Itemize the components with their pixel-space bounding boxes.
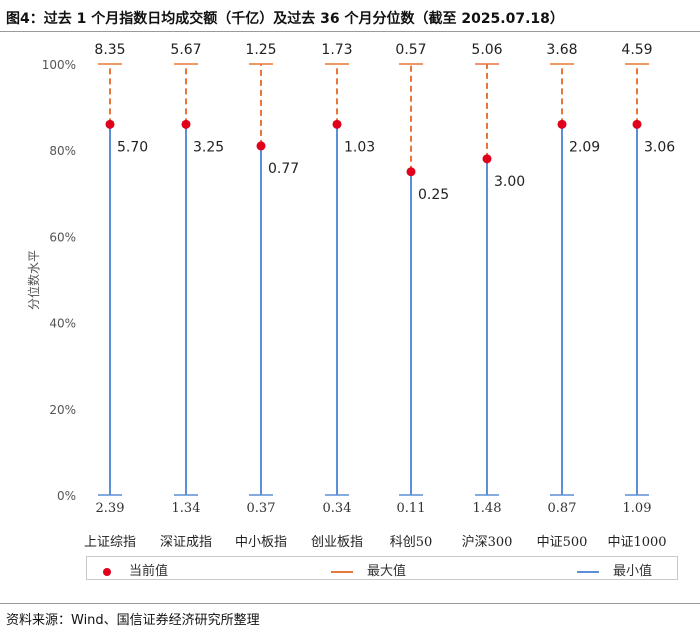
legend-min-marker: [577, 570, 599, 573]
min-value-label: 1.34: [172, 501, 201, 516]
current-value-label: 2.09: [569, 139, 600, 155]
legend-item-min: 最小值: [577, 560, 652, 579]
x-category-label: 上证综指: [84, 535, 136, 550]
min-value-label: 0.37: [247, 501, 276, 516]
y-tick-label: 100%: [42, 58, 76, 72]
chart-legend: 当前值 最大值 最小值: [86, 556, 678, 580]
current-point: [105, 119, 115, 129]
max-value-label: 8.35: [94, 42, 125, 58]
source-divider: [0, 603, 700, 604]
min-value-label: 1.09: [623, 501, 652, 516]
max-value-label: 1.25: [245, 42, 276, 58]
current-point: [332, 119, 342, 129]
min-value-label: 0.11: [397, 501, 426, 516]
max-value-label: 4.59: [621, 42, 652, 58]
y-tick-label: 20%: [49, 403, 76, 417]
x-category-label: 创业板指: [311, 535, 363, 550]
y-tick-label: 0%: [57, 489, 76, 503]
legend-min-label: 最小值: [613, 564, 653, 579]
max-value-label: 0.57: [395, 42, 426, 58]
legend-max-marker: [331, 570, 353, 573]
current-value-label: 3.06: [644, 139, 675, 155]
current-value-label: 3.25: [193, 139, 224, 155]
legend-item-max: 最大值: [331, 560, 406, 579]
current-point: [256, 141, 266, 151]
y-tick-label: 80%: [49, 144, 76, 158]
min-value-label: 1.48: [473, 501, 502, 516]
chart-title: 图4：过去 1 个月指数日均成交额（千亿）及过去 36 个月分位数（截至 202…: [6, 11, 564, 27]
current-value-label: 1.03: [344, 139, 375, 155]
max-value-label: 5.06: [471, 42, 502, 58]
min-value-label: 0.34: [323, 501, 352, 516]
x-category-label: 中证1000: [607, 535, 666, 550]
legend-max-label: 最大值: [367, 564, 407, 579]
y-tick-label: 60%: [49, 230, 76, 244]
min-value-label: 0.87: [548, 501, 577, 516]
current-point: [632, 119, 642, 129]
title-divider: [0, 31, 700, 32]
legend-current-label: 当前值: [129, 564, 169, 579]
x-category-label: 科创50: [390, 535, 433, 550]
chart-plot: 0% 20% 40% 60% 80% 100% 分位数水平 8.35 5.70 2.39 上证综指 5…: [26, 42, 675, 550]
current-point: [557, 119, 567, 129]
current-point: [181, 119, 191, 129]
x-category-label: 沪深300: [462, 534, 513, 550]
current-value-label: 5.70: [117, 139, 148, 155]
current-value-label: 0.77: [268, 161, 299, 177]
min-value-label: 2.39: [96, 501, 125, 516]
max-value-label: 5.67: [170, 42, 201, 58]
current-value-label: 0.25: [418, 187, 449, 203]
max-value-label: 3.68: [546, 42, 577, 58]
max-value-label: 1.73: [321, 42, 352, 58]
legend-current-marker: [103, 567, 111, 576]
source-note: 资料来源：Wind、国信证券经济研究所整理: [6, 613, 260, 628]
legend-item-current: 当前值: [103, 560, 168, 579]
y-axis-label: 分位数水平: [26, 250, 41, 310]
current-point: [482, 154, 492, 164]
title-bar: 图4：过去 1 个月指数日均成交额（千亿）及过去 36 个月分位数（截至 202…: [0, 0, 700, 32]
x-category-label: 中小板指: [235, 535, 287, 550]
x-category-label: 中证500: [537, 535, 588, 550]
x-category-label: 深证成指: [160, 535, 212, 550]
y-tick-label: 40%: [49, 317, 76, 331]
current-point: [406, 167, 416, 177]
current-value-label: 3.00: [494, 174, 525, 190]
